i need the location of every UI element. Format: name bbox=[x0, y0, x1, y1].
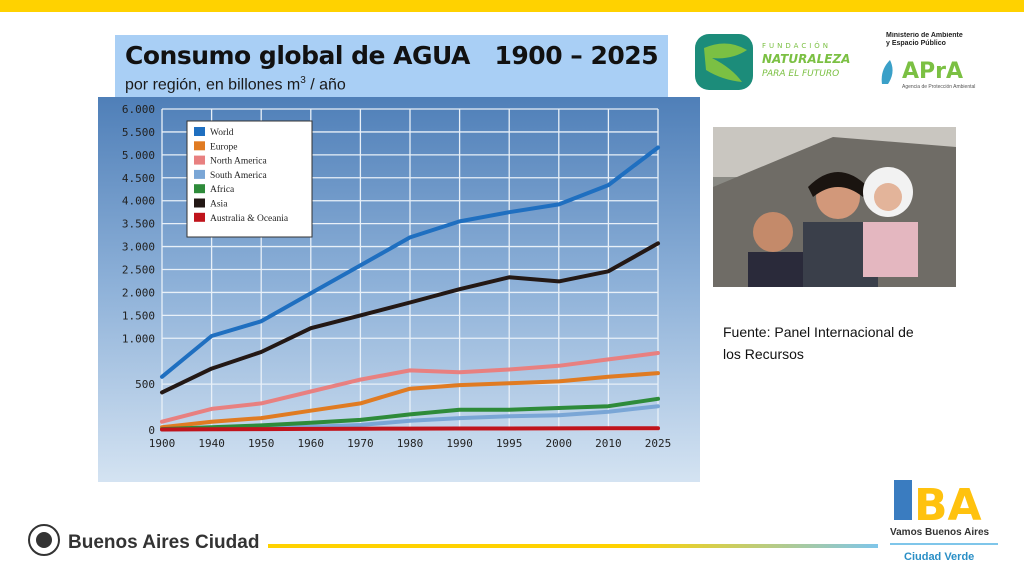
photo-face bbox=[753, 212, 793, 252]
y-tick-label: 4.000 bbox=[122, 195, 155, 208]
legend-swatch bbox=[194, 141, 205, 151]
logo-text: Agencia de Protección Ambiental bbox=[902, 84, 975, 90]
footer-line bbox=[268, 544, 878, 548]
legend-box bbox=[186, 120, 313, 238]
legend-label: Europe bbox=[210, 142, 237, 152]
legend-swatch bbox=[194, 155, 205, 165]
y-tick-label: 3.000 bbox=[122, 241, 155, 254]
logo-mark bbox=[28, 524, 60, 556]
y-tick-label: 5.500 bbox=[122, 126, 155, 139]
legend-label: North America bbox=[210, 157, 268, 167]
x-tick-label: 2025 bbox=[645, 437, 672, 450]
series-line bbox=[160, 371, 660, 430]
y-tick-label: 0 bbox=[148, 424, 155, 437]
x-tick-label: 2010 bbox=[595, 437, 622, 450]
logo-apra: Ministerio de Ambiente y Espacio Público… bbox=[881, 32, 975, 90]
logo-fundacion: FUNDACIÓN NATURALEZA PARA EL FUTURO bbox=[695, 34, 850, 90]
photo-body bbox=[863, 222, 918, 277]
legend-swatch bbox=[194, 184, 205, 194]
logo-mark bbox=[881, 60, 893, 84]
x-tick-label: 1960 bbox=[298, 437, 325, 450]
legend: World Europe North America South America Afr… bbox=[186, 120, 313, 238]
legend-label: Australia & Oceania bbox=[210, 214, 289, 224]
logo-vamos: BA Vamos Buenos Aires Ciudad Verde bbox=[890, 480, 998, 563]
y-tick-label: 3.500 bbox=[122, 218, 155, 231]
y-tick-label: 4.500 bbox=[122, 172, 155, 185]
series-line bbox=[160, 241, 660, 395]
logo-ciudad: Buenos Aires Ciudad bbox=[28, 524, 259, 556]
photo-hair bbox=[808, 172, 868, 197]
legend-label: World bbox=[210, 128, 234, 138]
y-tick-label: 6.000 bbox=[122, 103, 155, 116]
legend-label: Asia bbox=[210, 200, 228, 210]
legend-swatch bbox=[194, 169, 205, 179]
y-tick-label: 2.500 bbox=[122, 264, 155, 277]
logo-text: FUNDACIÓN bbox=[762, 41, 831, 50]
x-tick-label: 1900 bbox=[149, 437, 176, 450]
logo-text: PARA EL FUTURO bbox=[762, 69, 839, 79]
x-tick-label: 1950 bbox=[248, 437, 275, 450]
x-tick-label: 1980 bbox=[397, 437, 424, 450]
y-tick-label: 2.000 bbox=[122, 286, 155, 299]
superscript: 3 bbox=[300, 75, 306, 86]
x-tick-label: 1940 bbox=[198, 437, 225, 450]
y-tick-label: 500 bbox=[135, 378, 155, 391]
photo-body bbox=[748, 252, 803, 287]
logo-text: APrA bbox=[902, 59, 963, 84]
logo-text: Buenos Aires Ciudad bbox=[68, 532, 259, 553]
y-tick-label: 5.000 bbox=[122, 149, 155, 162]
top-bar bbox=[0, 0, 1024, 12]
series-line bbox=[160, 145, 660, 379]
subtitle: por región, en billones m3 / año bbox=[125, 75, 346, 94]
photo bbox=[713, 127, 956, 287]
subtitle-text: por región, en billones m bbox=[125, 76, 301, 94]
logo-text: Ministerio de Ambiente y Espacio Público bbox=[886, 32, 963, 47]
source: Fuente: Panel Internacional de los Recur… bbox=[723, 324, 914, 362]
logo-text: BA bbox=[914, 480, 982, 531]
y-tick-label: 1.500 bbox=[122, 309, 155, 322]
logo-text: Vamos Buenos Aires bbox=[890, 527, 990, 538]
photo-face bbox=[874, 183, 902, 211]
axes: 0 500 1.000 1.500 2.000 2.500 3.000 3.500 4.000 4… bbox=[122, 103, 671, 450]
title: Consumo global de AGUA 1900 – 2025 bbox=[125, 41, 659, 70]
logo-text: Ciudad Verde bbox=[904, 551, 974, 563]
series-line bbox=[160, 396, 660, 432]
y-tick-label: 1.000 bbox=[122, 332, 155, 345]
logo-mark bbox=[695, 34, 753, 90]
x-tick-label: 1990 bbox=[446, 437, 473, 450]
legend-swatch bbox=[194, 212, 205, 222]
legend-swatch bbox=[194, 127, 205, 136]
x-tick-label: 1970 bbox=[347, 437, 374, 450]
logo-text: NATURALEZA bbox=[762, 52, 850, 66]
x-tick-label: 2000 bbox=[546, 437, 573, 450]
title-box: Consumo global de AGUA 1900 – 2025 por r… bbox=[115, 35, 668, 97]
logo-figure bbox=[894, 480, 912, 520]
legend-label: South America bbox=[210, 171, 268, 181]
series-line bbox=[160, 426, 660, 432]
series-line bbox=[160, 351, 660, 424]
logo-mark bbox=[704, 43, 747, 82]
legend-swatch bbox=[194, 198, 205, 208]
lines bbox=[160, 145, 660, 432]
subtitle-text: / año bbox=[305, 76, 346, 94]
chart: 0 500 1.000 1.500 2.000 2.500 3.000 3.500 4.000 4… bbox=[98, 97, 700, 482]
legend-label: Africa bbox=[210, 184, 235, 195]
logo-mark bbox=[36, 532, 52, 548]
x-tick-label: 1995 bbox=[496, 437, 523, 450]
